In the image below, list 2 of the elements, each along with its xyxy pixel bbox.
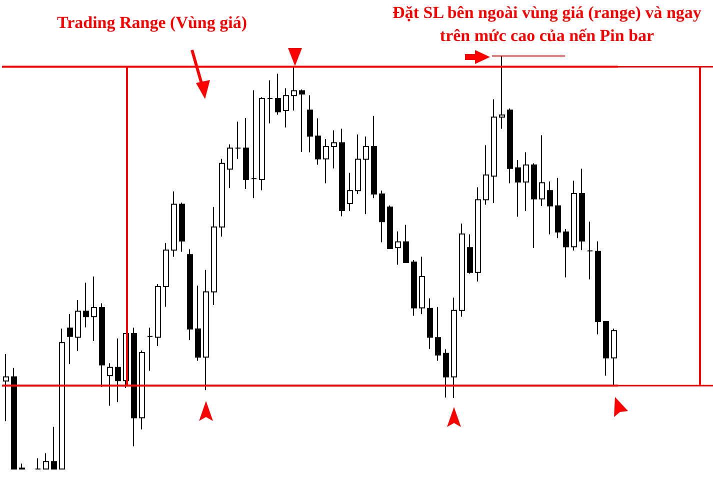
text: Trading Range (Vùng giá) — [57, 12, 248, 34]
text: Đặt SL bên ngoài vùng giá (range) và ngay trên mức cao của nến Pin bar — [392, 2, 702, 47]
